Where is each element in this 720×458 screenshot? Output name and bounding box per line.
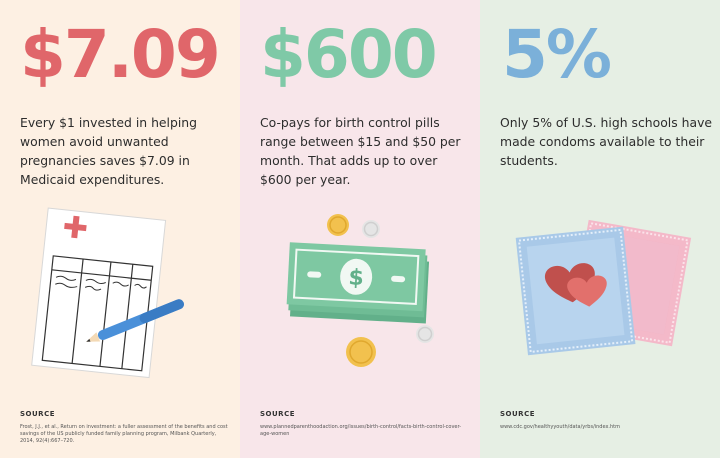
stat-description: Co-pays for birth control pills range be… — [260, 115, 461, 187]
panel-copays: $600 Co-pays for birth control pills ran… — [240, 0, 480, 458]
condom-packets-icon — [515, 219, 692, 356]
source-label: SOURCE — [20, 410, 55, 418]
medical-chart-icon — [31, 207, 184, 379]
source-text: www.cdc.gov/healthyyouth/data/yrbs/index… — [500, 424, 621, 430]
stat-description: Every $1 invested in helping women avoid… — [20, 115, 198, 187]
stat-value: $600 — [260, 16, 438, 93]
stat-value: $7.09 — [20, 16, 221, 93]
bill-dollar-sign: $ — [348, 265, 365, 291]
panel-condoms: 5% Only 5% of U.S. high schools have mad… — [480, 0, 720, 458]
stat-value: 5% — [502, 16, 612, 93]
source-text: www.plannedparenthoodaction.org/issues/b… — [260, 424, 462, 437]
source-label: SOURCE — [500, 410, 535, 418]
money-coins-icon: $ — [286, 214, 434, 367]
source-text: Frost, J.J., et al., Return on investmen… — [20, 424, 228, 444]
source-label: SOURCE — [260, 410, 295, 418]
stat-description: Only 5% of U.S. high schools have made c… — [500, 115, 713, 168]
panel-medicaid: $7.09 Every $1 invested in helping women… — [0, 0, 240, 458]
